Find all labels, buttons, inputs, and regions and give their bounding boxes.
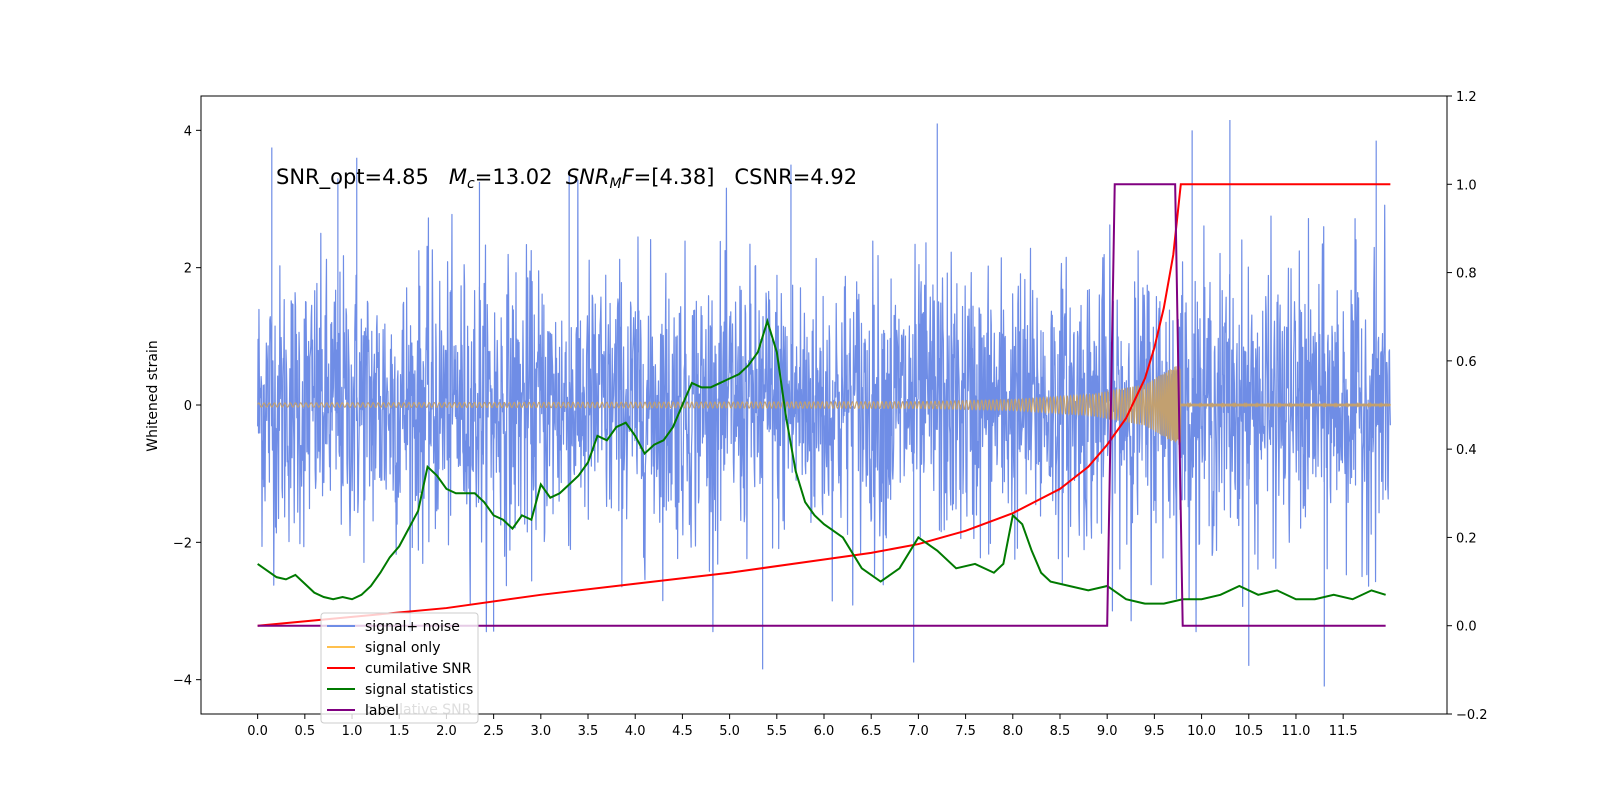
series-signal-noise <box>257 120 1391 687</box>
plot-area <box>257 120 1391 687</box>
left-y-tick-label: 2 <box>184 262 192 277</box>
legend-entry-label: label <box>365 703 399 719</box>
x-tick-label: 11.0 <box>1281 724 1310 739</box>
left-y-tick-label: −4 <box>173 674 192 689</box>
annotation-mc-sub: c <box>467 176 475 192</box>
x-tick-label: 3.5 <box>578 724 599 739</box>
left-y-tick-label: 4 <box>184 124 192 139</box>
annotation-mc-value: =13.02 <box>475 165 566 189</box>
series-signal-statistics <box>257 317 1386 605</box>
right-y-axis: −0.2 0.0 0.2 0.4 0.6 0.8 1.0 1.2 <box>1447 90 1488 723</box>
series-label <box>257 183 1386 627</box>
x-axis: 0.0 0.5 1.0 1.5 2.0 2.5 3.0 3.5 4.0 4.5 5.0 5.5 6.0 6… <box>247 714 1358 739</box>
x-tick-label: 8.0 <box>1002 724 1023 739</box>
x-tick-label: 9.5 <box>1144 724 1165 739</box>
x-tick-label: 4.5 <box>672 724 693 739</box>
x-tick-label: 1.5 <box>389 724 410 739</box>
left-y-tick-label: 0 <box>184 399 192 414</box>
x-tick-label: 7.0 <box>908 724 929 739</box>
series-signal-only <box>257 366 1391 445</box>
x-tick-label: 2.0 <box>436 724 457 739</box>
right-y-tick-label: 0.4 <box>1456 443 1477 458</box>
x-tick-label: 5.5 <box>766 724 787 739</box>
snr-annotation: SNR_opt=4.85 Mc=13.02 SNRMF=[4.38] CSNR=… <box>276 165 857 192</box>
x-tick-label: 10.0 <box>1187 724 1216 739</box>
right-y-tick-label: 1.2 <box>1456 90 1477 105</box>
legend-box <box>320 612 479 724</box>
right-y-tick-label: 0.2 <box>1456 531 1477 546</box>
annotation-mf-symbol: SNR <box>566 165 610 189</box>
series-cumulative-snr <box>257 183 1391 627</box>
right-y-tick-label: 1.0 <box>1456 178 1477 193</box>
x-tick-label: 7.5 <box>955 724 976 739</box>
left-y-tick-label: −2 <box>173 536 192 551</box>
x-tick-label: 5.0 <box>719 724 740 739</box>
legend-hidden-text: cumilative SNR <box>365 702 472 718</box>
left-y-axis: −4 −2 0 2 4 <box>173 124 201 689</box>
left-axis-label: Whitened strain <box>145 340 161 451</box>
annotation-snr-opt: SNR_opt=4.85 <box>276 165 449 190</box>
x-tick-label: 0.0 <box>247 724 268 739</box>
right-y-tick-label: 0.0 <box>1456 620 1477 635</box>
annotation-mf-sub: M <box>609 176 621 192</box>
annotation-mc-symbol: M <box>449 165 467 189</box>
x-tick-label: 3.0 <box>530 724 551 739</box>
x-tick-label: 8.5 <box>1050 724 1071 739</box>
x-tick-label: 6.0 <box>814 724 835 739</box>
right-y-tick-label: 0.6 <box>1456 355 1477 370</box>
legend-entry-label: signal+ noise <box>365 619 460 635</box>
x-tick-label: 6.5 <box>861 724 882 739</box>
legend-entry-label: signal only <box>365 640 440 656</box>
x-tick-label: 0.5 <box>294 724 315 739</box>
x-tick-label: 10.5 <box>1234 724 1263 739</box>
x-tick-label: 2.5 <box>483 724 504 739</box>
x-tick-label: 1.0 <box>342 724 363 739</box>
x-tick-label: 11.5 <box>1329 724 1358 739</box>
annotation-csnr: CSNR=4.92 <box>734 165 857 189</box>
annotation-mf-italic: F <box>622 165 635 189</box>
x-tick-label: 9.0 <box>1097 724 1118 739</box>
x-tick-label: 4.0 <box>625 724 646 739</box>
right-y-tick-label: −0.2 <box>1456 708 1488 723</box>
legend-entry-label: signal statistics <box>365 682 473 698</box>
legend: cumilative SNR signal+ noise signal only cu… <box>320 612 479 724</box>
right-y-tick-label: 0.8 <box>1456 267 1477 282</box>
legend-entry-label: cumilative SNR <box>365 661 472 677</box>
annotation-mf-value: =[4.38] <box>634 165 735 189</box>
